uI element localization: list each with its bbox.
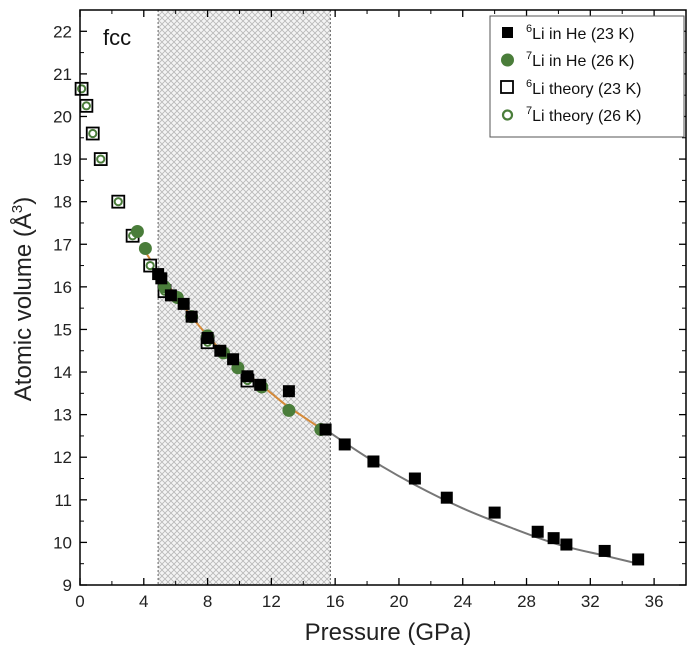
point-6li-in-he bbox=[547, 532, 560, 545]
x-tick-label: 32 bbox=[581, 592, 600, 611]
legend-entry-3-text: Li theory (23 K) bbox=[532, 81, 641, 98]
y-axis-title-exp: 3 bbox=[9, 205, 26, 213]
point-6li-in-he bbox=[254, 378, 267, 391]
x-tick-label: 24 bbox=[453, 592, 472, 611]
point-6li-in-he bbox=[367, 455, 380, 468]
panel-label: fcc bbox=[103, 25, 131, 50]
legend: 6Li in He (23 K) 7Li in He (26 K) 6Li th… bbox=[489, 15, 685, 138]
y-tick-label: 22 bbox=[53, 22, 72, 41]
legend-entry-2-sup: 7 bbox=[526, 50, 532, 62]
point-7li-theory bbox=[145, 260, 155, 271]
y-tick-label: 20 bbox=[53, 107, 72, 126]
legend-box bbox=[489, 15, 685, 138]
x-tick-label: 8 bbox=[203, 592, 212, 611]
legend-entry-2-text: Li in He (26 K) bbox=[532, 53, 634, 70]
y-axis-title-close: ) bbox=[10, 197, 37, 205]
y-axis-title: Atomic volume (Å3) bbox=[9, 197, 37, 401]
point-6li-in-he bbox=[408, 472, 421, 485]
point-7li-theory bbox=[88, 128, 98, 139]
fit-curve-gray bbox=[318, 424, 639, 565]
point-6li-in-he bbox=[155, 272, 168, 285]
x-tick-label: 28 bbox=[517, 592, 536, 611]
legend-entry-3: 6Li theory (23 K) bbox=[526, 78, 642, 98]
x-tick-label: 20 bbox=[389, 592, 408, 611]
legend-entry-1: 6Li in He (23 K) bbox=[526, 23, 634, 43]
y-tick-label: 16 bbox=[53, 278, 72, 297]
plot-frame bbox=[79, 9, 687, 586]
point-7li-in-he bbox=[282, 403, 296, 417]
y-tick-label: 13 bbox=[53, 406, 72, 425]
point-6li-in-he bbox=[560, 538, 573, 551]
point-6li-in-he bbox=[632, 553, 645, 566]
point-6li-in-he bbox=[201, 331, 214, 344]
legend-marker-open-circle bbox=[501, 109, 514, 121]
y-tick-label: 10 bbox=[53, 533, 72, 552]
x-axis-title: Pressure (GPa) bbox=[305, 619, 472, 646]
legend-entry-2: 7Li in He (26 K) bbox=[526, 50, 634, 70]
point-7li-theory bbox=[96, 154, 106, 164]
y-tick-label: 21 bbox=[53, 65, 72, 84]
legend-marker-filled-square bbox=[502, 27, 513, 38]
legend-marker-open-square bbox=[500, 80, 514, 94]
legend-marker-filled-circle bbox=[501, 53, 514, 67]
point-6li-in-he bbox=[338, 438, 351, 451]
point-6li-in-he bbox=[282, 385, 295, 398]
y-axis-ticks: 9 10 11 12 13 14 15 16 17 18 19 20 21 22 bbox=[53, 9, 686, 595]
y-tick-label: 19 bbox=[53, 150, 72, 169]
y-tick-label: 14 bbox=[53, 363, 72, 382]
point-6li-in-he bbox=[598, 544, 611, 557]
point-6li-in-he bbox=[227, 353, 240, 366]
y-axis-title-main: Atomic volume ( bbox=[10, 229, 37, 401]
y-axis-title-unit: Å bbox=[9, 213, 37, 229]
point-6li-in-he bbox=[177, 297, 190, 310]
legend-entry-4-text: Li theory (26 K) bbox=[532, 108, 641, 125]
point-6li-in-he bbox=[241, 370, 254, 383]
y-tick-label: 11 bbox=[54, 491, 72, 510]
x-tick-label: 4 bbox=[139, 592, 148, 611]
point-7li-in-he bbox=[138, 242, 152, 256]
point-7li-theory bbox=[76, 84, 87, 94]
shaded-region bbox=[158, 10, 331, 585]
legend-entry-4: 7Li theory (26 K) bbox=[526, 105, 642, 125]
point-6li-in-he bbox=[440, 491, 453, 504]
y-tick-label: 9 bbox=[63, 576, 72, 595]
y-tick-label: 18 bbox=[53, 193, 72, 212]
point-7li-theory bbox=[81, 101, 91, 111]
legend-entry-4-sup: 7 bbox=[526, 105, 532, 117]
y-tick-label: 15 bbox=[53, 320, 72, 339]
data-points bbox=[74, 81, 645, 566]
point-6li-in-he bbox=[164, 289, 177, 302]
x-tick-label: 36 bbox=[645, 592, 664, 611]
y-tick-label: 17 bbox=[53, 235, 72, 254]
x-axis-ticks: 0 4 8 12 16 20 24 28 32 36 bbox=[75, 10, 664, 611]
point-6li-in-he bbox=[531, 525, 544, 538]
legend-entry-1-sup: 6 bbox=[526, 23, 532, 35]
point-6li-in-he bbox=[185, 310, 198, 323]
x-tick-label: 0 bbox=[75, 592, 84, 611]
y-tick-label: 12 bbox=[53, 448, 72, 467]
point-6li-in-he bbox=[319, 423, 332, 436]
point-6li-in-he bbox=[214, 344, 227, 357]
legend-entry-3-sup: 6 bbox=[526, 78, 532, 90]
point-6li-in-he bbox=[488, 506, 501, 519]
point-7li-theory bbox=[113, 197, 123, 207]
legend-entry-1-text: Li in He (23 K) bbox=[532, 26, 634, 43]
x-tick-label: 16 bbox=[326, 592, 345, 611]
point-7li-in-he bbox=[130, 224, 144, 238]
x-tick-label: 12 bbox=[262, 592, 281, 611]
